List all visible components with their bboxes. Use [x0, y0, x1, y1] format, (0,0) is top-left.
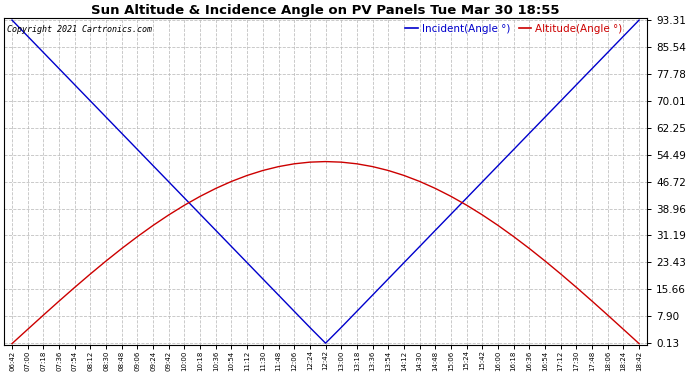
Title: Sun Altitude & Incidence Angle on PV Panels Tue Mar 30 18:55: Sun Altitude & Incidence Angle on PV Pan… [91, 4, 560, 17]
Text: Copyright 2021 Cartronics.com: Copyright 2021 Cartronics.com [8, 25, 152, 34]
Legend: Incident(Angle °), Altitude(Angle °): Incident(Angle °), Altitude(Angle °) [405, 24, 622, 33]
